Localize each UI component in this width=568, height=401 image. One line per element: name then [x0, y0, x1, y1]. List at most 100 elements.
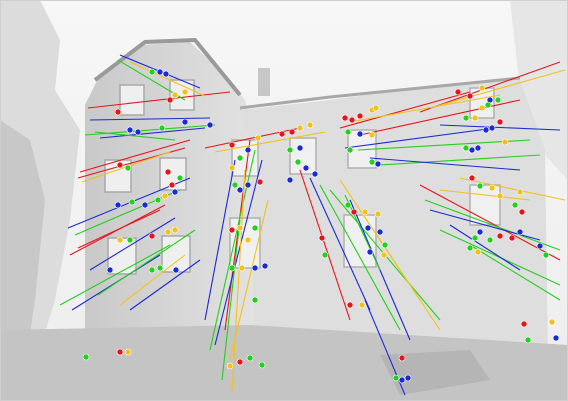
- keypoint-dot: [466, 92, 474, 100]
- keypoint-dot: [82, 353, 90, 361]
- keypoint-dot: [476, 182, 484, 190]
- keypoint-dot: [116, 161, 124, 169]
- keypoint-dot: [244, 236, 252, 244]
- match-line: [59, 244, 171, 306]
- keypoint-dot: [516, 188, 524, 196]
- keypoint-dot: [356, 112, 364, 120]
- keypoint-dot: [368, 131, 376, 139]
- keypoint-dot: [361, 208, 369, 216]
- match-line: [419, 184, 561, 261]
- keypoint-dot: [228, 264, 236, 272]
- keypoint-dot: [372, 104, 380, 112]
- keypoint-dot: [124, 164, 132, 172]
- keypoint-dot: [496, 192, 504, 200]
- match-line: [204, 127, 301, 149]
- keypoint-dot: [158, 124, 166, 132]
- keypoint-dot: [176, 174, 184, 182]
- keypoint-dot: [244, 181, 252, 189]
- match-line: [299, 169, 351, 321]
- match-line: [89, 217, 176, 271]
- match-line: [97, 229, 196, 296]
- keypoint-dot: [106, 266, 114, 274]
- keypoint-dot: [466, 244, 474, 252]
- keypoint-dot: [128, 198, 136, 206]
- match-line: [94, 131, 176, 141]
- keypoint-dot: [228, 164, 236, 172]
- keypoint-dot: [454, 88, 462, 96]
- keypoint-dot: [374, 160, 382, 168]
- keypoint-dot: [206, 121, 214, 129]
- keypoint-dot: [171, 91, 179, 99]
- keypoint-dot: [404, 374, 412, 382]
- keypoints: [82, 68, 560, 384]
- keypoint-dot: [236, 358, 244, 366]
- match-line: [319, 184, 401, 331]
- match-line: [204, 159, 236, 321]
- keypoint-dot: [368, 158, 376, 166]
- keypoint-dot: [486, 236, 494, 244]
- match-line: [379, 154, 541, 166]
- keypoint-dot: [494, 96, 502, 104]
- keypoint-dot: [168, 181, 176, 189]
- match-line: [439, 124, 561, 131]
- keypoint-dot: [398, 354, 406, 362]
- keypoint-dot: [501, 138, 509, 146]
- keypoint-dot: [251, 264, 259, 272]
- keypoint-dot: [148, 266, 156, 274]
- match-line: [419, 61, 561, 113]
- keypoint-dot: [181, 118, 189, 126]
- keypoint-dot: [392, 374, 400, 382]
- match-line: [214, 159, 263, 346]
- keypoint-dot: [148, 232, 156, 240]
- match-line: [439, 189, 531, 201]
- match-line: [77, 209, 161, 249]
- keypoint-dot: [508, 234, 516, 242]
- chimney: [258, 68, 270, 96]
- keypoint-dot: [148, 68, 156, 76]
- keypoint-dot: [156, 264, 164, 272]
- keypoint-dot: [376, 228, 384, 236]
- keypoint-dot: [162, 70, 170, 78]
- keypoint-dot: [251, 224, 259, 232]
- match-line: [99, 127, 206, 139]
- keypoint-dot: [348, 116, 356, 124]
- keypoint-dot: [356, 130, 364, 138]
- match-line: [79, 139, 191, 173]
- match-line: [429, 209, 541, 241]
- match-line: [214, 131, 326, 153]
- keypoint-dot: [318, 234, 326, 242]
- keypoint-dot: [496, 232, 504, 240]
- match-line: [349, 94, 501, 123]
- keypoint-dot: [126, 126, 134, 134]
- keypoint-dot: [286, 146, 294, 154]
- keypoint-dot: [471, 114, 479, 122]
- keypoint-dot: [488, 184, 496, 192]
- match-line: [424, 199, 561, 251]
- keypoint-dot: [238, 264, 246, 272]
- keypoint-dot: [172, 266, 180, 274]
- keypoint-dot: [126, 236, 134, 244]
- match-line: [87, 91, 231, 109]
- keypoint-dot: [164, 228, 172, 236]
- keypoint-dot: [398, 376, 406, 384]
- keypoint-dot: [468, 146, 476, 154]
- match-line: [119, 254, 186, 306]
- keypoint-dot: [350, 208, 358, 216]
- keypoint-dot: [380, 251, 388, 259]
- match-line: [459, 177, 566, 201]
- match-line: [231, 169, 246, 393]
- keypoint-dot: [254, 134, 262, 142]
- keypoint-dot: [462, 114, 470, 122]
- keypoint-dot: [484, 101, 492, 109]
- keypoint-dot: [511, 201, 519, 209]
- match-line: [129, 61, 206, 97]
- keypoint-dot: [166, 96, 174, 104]
- keypoint-dot: [156, 68, 164, 76]
- keypoint-dot: [251, 296, 259, 304]
- parked-car: [380, 350, 490, 395]
- keypoint-dot: [231, 181, 239, 189]
- keypoint-dot: [321, 251, 329, 259]
- keypoint-dot: [476, 228, 484, 236]
- keypoint-dot: [171, 226, 179, 234]
- match-line: [469, 244, 561, 301]
